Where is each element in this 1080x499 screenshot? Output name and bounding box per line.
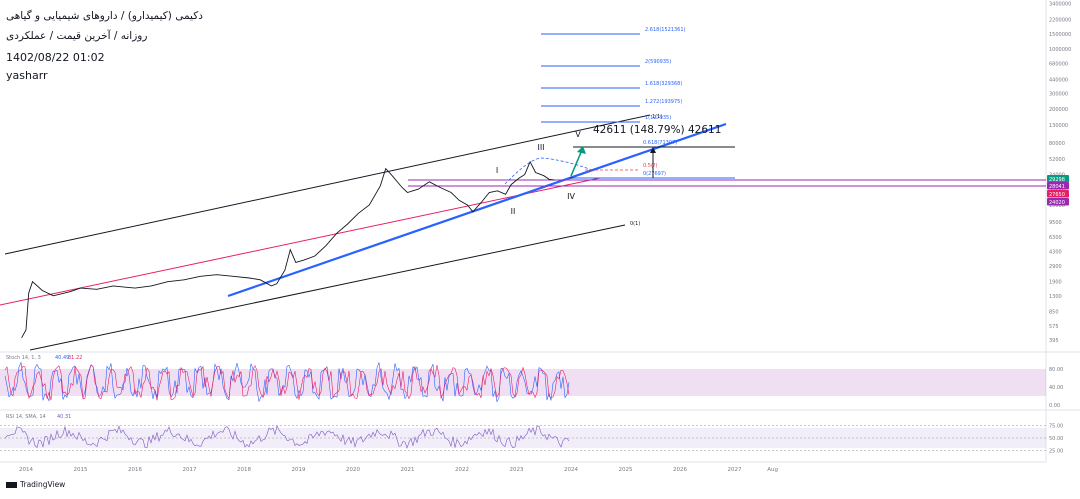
rsi-axis-tick: 50.00 <box>1049 436 1063 442</box>
price-line <box>21 160 555 339</box>
time-axis-tick: 2027 <box>728 467 742 473</box>
price-axis-tick: 575 <box>1049 324 1059 330</box>
price-badge-value: 28041 <box>1049 184 1065 190</box>
measure-arrow-head <box>650 147 656 153</box>
price-axis-tick: 6300 <box>1049 235 1062 241</box>
time-axis-tick: 2023 <box>510 467 524 473</box>
price-axis-tick: 52000 <box>1049 157 1065 163</box>
rsi-axis-tick: 75.00 <box>1049 424 1063 430</box>
time-axis-tick: 2014 <box>19 467 33 473</box>
time-axis-tick: Aug <box>767 467 778 473</box>
channel-upper-label: 1(1) <box>652 114 662 120</box>
price-axis-tick: 1500000 <box>1049 32 1071 38</box>
rsi-band <box>0 428 1046 448</box>
tradingview-logo-icon <box>6 482 17 488</box>
fib-level-label: 1.618(329368) <box>645 81 682 87</box>
price-badge <box>1047 190 1069 198</box>
price-badge <box>1047 182 1069 190</box>
rsi-line <box>4 424 570 449</box>
price-axis-tick: 200000 <box>1049 107 1068 113</box>
tradingview-logo-text: TradingView <box>20 480 66 489</box>
stoch-axis-tick: 80.00 <box>1049 367 1063 373</box>
channel-lower-line <box>29 224 626 351</box>
rsi-legend: RSI 14, SMA, 14 <box>6 414 46 420</box>
price-axis-tick: 2200000 <box>1049 18 1071 24</box>
price-axis-tick: 1000000 <box>1049 47 1071 53</box>
author-name: yasharr <box>6 69 48 82</box>
pink-trend-line <box>0 177 601 306</box>
price-axis-tick: 15000 <box>1049 203 1065 209</box>
price-axis-tick: 4300 <box>1049 249 1062 255</box>
fib-level-label: 1.272(193975) <box>645 99 682 105</box>
stoch-axis-tick: 0.00 <box>1049 403 1060 409</box>
timestamp: 1402/08/22 01:02 <box>6 51 105 64</box>
channel-lower-label: 0(1) <box>630 221 640 227</box>
price-axis-tick: 850 <box>1049 310 1059 316</box>
time-axis-tick: 2016 <box>128 467 142 473</box>
time-axis-tick: 2024 <box>564 467 578 473</box>
rsi-axis-tick: 25.00 <box>1049 449 1063 455</box>
wave-label: IV <box>567 192 575 201</box>
fib-level-label: 1(127935) <box>645 115 671 121</box>
wave-label: I <box>496 166 498 175</box>
target-arrow <box>570 149 583 177</box>
stoch-band <box>0 369 1046 396</box>
wave-label: II <box>511 207 516 216</box>
time-axis-tick: 2018 <box>237 467 251 473</box>
wave-projection-path <box>504 157 593 185</box>
time-axis-tick: 2025 <box>619 467 633 473</box>
fib-level-label: 0.618(71307) <box>643 140 677 146</box>
price-axis-tick: 3400000 <box>1049 2 1071 8</box>
rsi-legend-value: 40.31 <box>57 414 71 420</box>
stoch-axis-tick: 40.00 <box>1049 385 1063 391</box>
chart-subtitle: روزانه / آخرین قیمت / عملکردی <box>6 30 148 42</box>
price-axis-tick: 395 <box>1049 338 1059 344</box>
symbol-title[interactable]: دکیمی (کیمیدارو) / داروهای شیمیایی و گیا… <box>6 10 203 22</box>
price-axis-tick: 1900 <box>1049 280 1062 286</box>
stoch-legend: Stoch 14, 1, 3 <box>6 355 41 361</box>
time-axis-tick: 2015 <box>74 467 88 473</box>
time-axis-tick: 2020 <box>346 467 360 473</box>
time-axis-tick: 2026 <box>673 467 687 473</box>
price-badge-value: 29298 <box>1049 177 1065 183</box>
price-axis-tick: 80000 <box>1049 141 1065 147</box>
price-badge <box>1047 198 1069 206</box>
channel-upper-line <box>4 114 651 255</box>
stoch-d-line <box>4 364 570 401</box>
price-axis-tick: 440000 <box>1049 77 1068 83</box>
price-badge-value: 24020 <box>1049 200 1065 206</box>
stoch-legend-value: 40.49 <box>55 355 69 361</box>
blue-trend-line <box>227 122 727 298</box>
fib-level-label: 0(27697) <box>643 171 666 177</box>
time-axis-tick: 2019 <box>292 467 306 473</box>
price-badge-value: 27650 <box>1049 192 1065 198</box>
tradingview-logo[interactable]: TradingView <box>6 480 65 489</box>
fib-level-label: 2.618(1521361) <box>645 27 686 33</box>
price-axis-tick: 1300 <box>1049 294 1062 300</box>
price-axis-tick: 9500 <box>1049 220 1062 226</box>
time-axis-tick: 2021 <box>401 467 415 473</box>
measure-label: 42611 (148.79%) 42611 <box>593 124 721 136</box>
price-badge <box>1047 175 1069 183</box>
price-axis-tick: 680000 <box>1049 61 1068 67</box>
wave-label: III <box>537 143 544 152</box>
price-axis-tick: 300000 <box>1049 92 1068 98</box>
stoch-legend-value: 31.22 <box>68 355 82 361</box>
price-axis-tick: 130000 <box>1049 123 1068 129</box>
time-axis-tick: 2017 <box>183 467 197 473</box>
wave-label: V <box>575 130 581 139</box>
price-axis-tick: 2900 <box>1049 264 1062 270</box>
time-axis-tick: 2022 <box>455 467 469 473</box>
fib-level-label: 2(590935) <box>645 59 671 65</box>
fib-level-label: 0.5(?) <box>643 163 658 169</box>
target-arrow-head <box>577 146 586 154</box>
